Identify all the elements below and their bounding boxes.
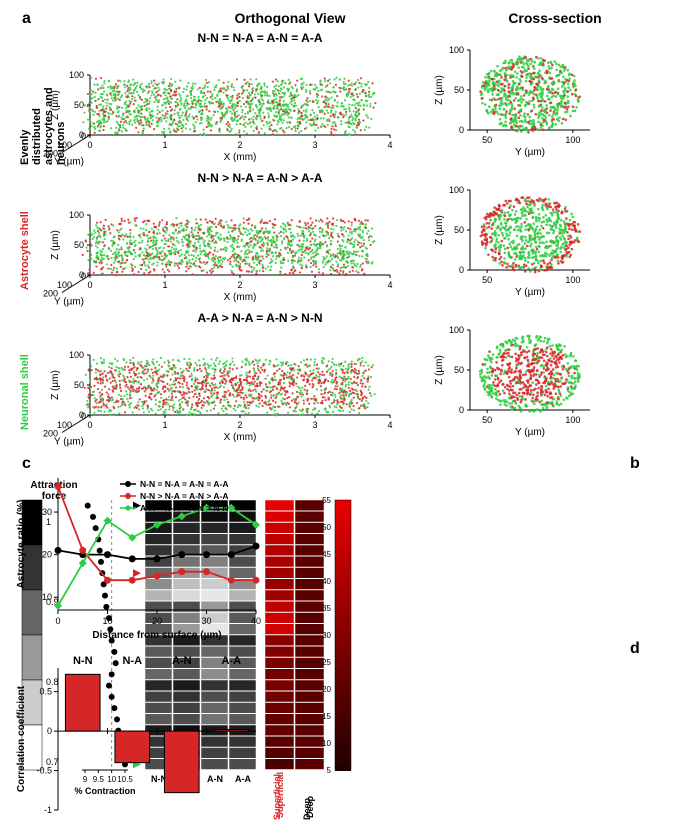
svg-text:X (mm): X (mm) bbox=[224, 292, 257, 303]
svg-text:1: 1 bbox=[162, 140, 167, 150]
svg-text:50: 50 bbox=[74, 240, 84, 250]
svg-text:Astrocyte shell: Astrocyte shell bbox=[19, 211, 31, 290]
col-header-ortho: Orthogonal View bbox=[160, 10, 420, 26]
svg-text:100: 100 bbox=[449, 45, 464, 55]
svg-text:Z (µm): Z (µm) bbox=[50, 230, 61, 260]
svg-text:0: 0 bbox=[87, 420, 92, 430]
svg-text:50: 50 bbox=[74, 380, 84, 390]
svg-text:3: 3 bbox=[312, 420, 317, 430]
panel-d-svg: -1-0.500.5Correlation coefficientN-NN-AA… bbox=[10, 650, 264, 823]
svg-text:Y (µm): Y (µm) bbox=[54, 437, 84, 448]
col-header-cross: Cross-section bbox=[480, 10, 630, 26]
svg-text:100: 100 bbox=[69, 70, 84, 80]
svg-text:50: 50 bbox=[74, 100, 84, 110]
svg-text:1: 1 bbox=[162, 420, 167, 430]
panel-a-svg: Evenlydistributedastrocytes andneuronsN-… bbox=[10, 30, 664, 453]
svg-text:4: 4 bbox=[387, 280, 392, 290]
panel-a-label: a bbox=[22, 10, 31, 28]
svg-text:0: 0 bbox=[459, 265, 464, 275]
svg-text:0: 0 bbox=[87, 280, 92, 290]
svg-text:100: 100 bbox=[69, 350, 84, 360]
svg-text:100: 100 bbox=[565, 135, 580, 145]
svg-text:100: 100 bbox=[69, 210, 84, 220]
svg-text:0: 0 bbox=[81, 131, 86, 141]
svg-text:100: 100 bbox=[449, 185, 464, 195]
svg-text:Z (µm): Z (µm) bbox=[434, 75, 445, 105]
svg-text:Z (µm): Z (µm) bbox=[50, 370, 61, 400]
svg-text:50: 50 bbox=[482, 275, 492, 285]
svg-text:Y (µm): Y (µm) bbox=[54, 297, 84, 308]
svg-text:50: 50 bbox=[482, 135, 492, 145]
svg-text:0: 0 bbox=[81, 411, 86, 421]
svg-text:N-N = N-A = A-N = A-A: N-N = N-A = A-N = A-A bbox=[197, 31, 322, 45]
svg-text:0: 0 bbox=[459, 125, 464, 135]
svg-text:3: 3 bbox=[312, 140, 317, 150]
svg-text:0: 0 bbox=[81, 271, 86, 281]
panel-b-label: b bbox=[630, 455, 640, 473]
svg-text:Z (µm): Z (µm) bbox=[434, 215, 445, 245]
svg-text:2: 2 bbox=[237, 420, 242, 430]
svg-text:50: 50 bbox=[454, 85, 464, 95]
svg-text:0: 0 bbox=[87, 140, 92, 150]
svg-text:50: 50 bbox=[454, 225, 464, 235]
figure-root: a Orthogonal View Cross-section Evenlydi… bbox=[10, 10, 664, 819]
svg-text:100: 100 bbox=[565, 275, 580, 285]
svg-text:2: 2 bbox=[237, 280, 242, 290]
svg-text:X (mm): X (mm) bbox=[224, 152, 257, 163]
svg-text:Y (µm): Y (µm) bbox=[515, 287, 545, 298]
svg-text:3: 3 bbox=[312, 280, 317, 290]
svg-text:4: 4 bbox=[387, 420, 392, 430]
svg-text:1: 1 bbox=[162, 280, 167, 290]
svg-text:Neuronal shell: Neuronal shell bbox=[19, 354, 31, 430]
svg-text:4: 4 bbox=[387, 140, 392, 150]
svg-text:2: 2 bbox=[237, 140, 242, 150]
svg-text:100: 100 bbox=[57, 280, 72, 290]
svg-text:Z (µm): Z (µm) bbox=[50, 90, 61, 120]
svg-text:100: 100 bbox=[57, 420, 72, 430]
svg-text:Y (µm): Y (µm) bbox=[54, 157, 84, 168]
panel-b-svg: 010203040102030Distance from surface (µm… bbox=[10, 470, 264, 643]
svg-text:Y (µm): Y (µm) bbox=[515, 147, 545, 158]
svg-text:A-A > N-A = A-N > N-N: A-A > N-A = A-N > N-N bbox=[197, 311, 322, 325]
svg-text:N-N > N-A = A-N > A-A: N-N > N-A = A-N > A-A bbox=[197, 171, 322, 185]
svg-text:100: 100 bbox=[57, 140, 72, 150]
svg-text:X (mm): X (mm) bbox=[224, 432, 257, 443]
panel-d-label: d bbox=[630, 640, 640, 658]
